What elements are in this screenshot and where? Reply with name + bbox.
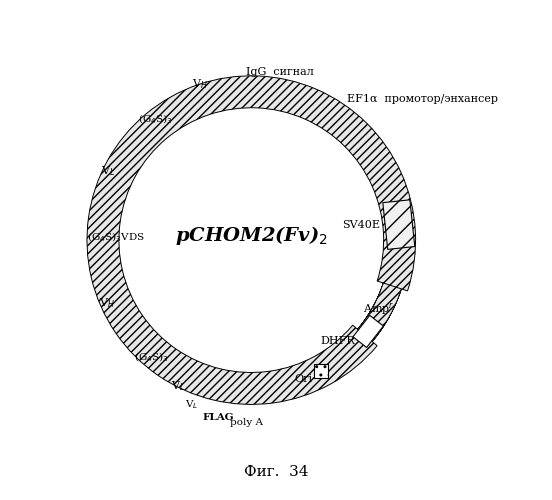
Bar: [383, 200, 415, 250]
Wedge shape: [87, 76, 416, 404]
Bar: [353, 316, 383, 348]
Wedge shape: [93, 82, 409, 397]
Text: V$_H$: V$_H$: [192, 77, 208, 90]
Text: (G$_4$S)$_3$: (G$_4$S)$_3$: [134, 350, 168, 364]
Text: V$_L$: V$_L$: [171, 379, 185, 393]
Text: IgG  сигнал: IgG сигнал: [246, 66, 314, 76]
Text: Ori: Ori: [294, 374, 312, 384]
Text: poly A: poly A: [230, 418, 263, 426]
Text: (G$_4$S)$_3$VDS: (G$_4$S)$_3$VDS: [87, 230, 145, 244]
Text: FLAG: FLAG: [203, 414, 234, 422]
Text: pCHOM2(Fv)$_2$: pCHOM2(Fv)$_2$: [175, 224, 328, 246]
Wedge shape: [93, 82, 409, 398]
Wedge shape: [93, 82, 409, 398]
Wedge shape: [93, 82, 409, 398]
Wedge shape: [93, 82, 409, 398]
Wedge shape: [93, 82, 409, 398]
Text: Amp$^r$: Amp$^r$: [363, 302, 394, 317]
Wedge shape: [93, 82, 409, 398]
Text: EF1α  промотор/энхансер: EF1α промотор/энхансер: [347, 94, 498, 104]
Text: Фиг.  34: Фиг. 34: [244, 466, 308, 479]
Wedge shape: [93, 83, 409, 398]
Wedge shape: [93, 82, 409, 398]
Text: V$_L$: V$_L$: [101, 164, 115, 178]
Text: (G$_4$S)$_3$: (G$_4$S)$_3$: [138, 112, 173, 126]
Wedge shape: [93, 82, 409, 398]
Text: V$_L$: V$_L$: [185, 398, 198, 410]
Text: V$_H$: V$_H$: [99, 296, 115, 310]
Wedge shape: [94, 82, 409, 398]
Wedge shape: [93, 82, 409, 398]
Text: SV40E: SV40E: [342, 220, 380, 230]
Bar: [314, 364, 328, 378]
Text: DHFR: DHFR: [320, 336, 354, 346]
